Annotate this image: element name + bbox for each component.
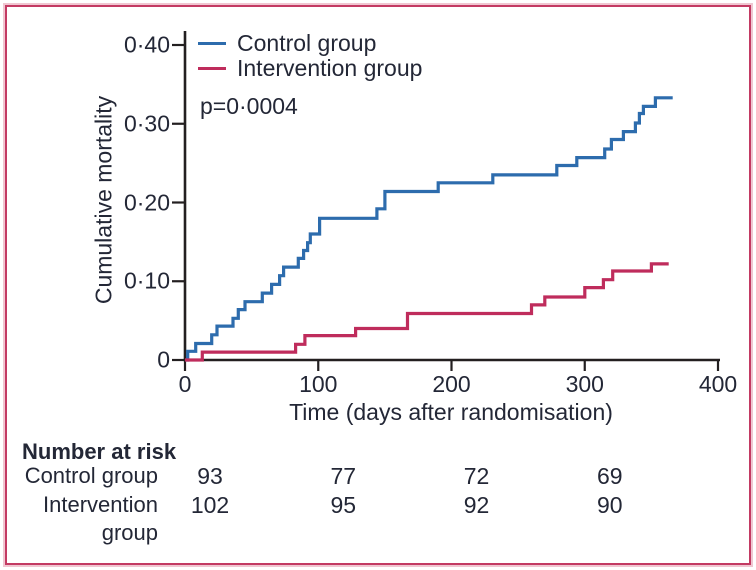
- x-tick-label: 0: [178, 371, 192, 397]
- x-tick-label: 400: [698, 371, 738, 397]
- risk-count: 69: [596, 463, 623, 489]
- curves: [185, 96, 673, 362]
- risk-count: 72: [463, 463, 490, 489]
- legend-item-intervention: Intervention group: [198, 55, 422, 81]
- p-value-annotation: p=0·0004: [200, 93, 298, 119]
- x-tick-label: 300: [565, 371, 604, 397]
- x-tick-label: 200: [432, 371, 471, 397]
- risk-row-label-control: Control group: [24, 463, 158, 488]
- legend-label-intervention: Intervention group: [237, 54, 423, 81]
- y-tick-label: 0·10: [123, 267, 170, 294]
- y-tick-label: 0·20: [123, 189, 170, 215]
- intervention-line-swatch: [198, 66, 226, 70]
- y-tick-label: 0·40: [123, 31, 170, 58]
- intervention-curve: [185, 262, 669, 362]
- risk-count: 77: [330, 463, 357, 489]
- x-tick-label: 100: [299, 371, 338, 397]
- legend-label-control: Control group: [237, 29, 377, 56]
- risk-row-label-intervention: Intervention group: [43, 492, 158, 545]
- x-axis-title: Time (days after randomisation): [289, 399, 613, 425]
- legend-item-control: Control group: [198, 30, 376, 56]
- risk-count: 102: [190, 492, 230, 518]
- risk-count: 92: [463, 492, 490, 518]
- y-axis-title: Cumulative mortality: [90, 95, 117, 305]
- risk-count: 93: [197, 463, 223, 489]
- axes: [172, 31, 720, 371]
- risk-count: 95: [330, 492, 357, 518]
- control-line-swatch: [198, 41, 226, 45]
- y-tick-label: 0: [157, 346, 170, 373]
- risk-table-title: Number at risk: [22, 439, 177, 464]
- y-tick-label: 0·30: [123, 110, 170, 137]
- control-curve: [185, 96, 673, 362]
- risk-count: 90: [596, 492, 623, 518]
